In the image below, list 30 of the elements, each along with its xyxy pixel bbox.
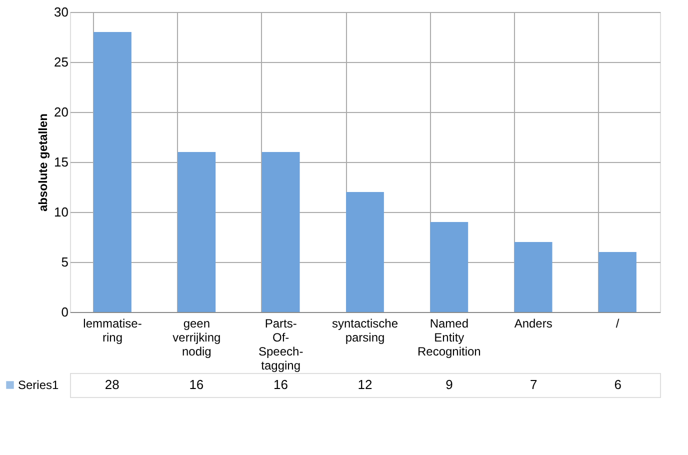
y-axis-title: absolute getallen (36, 113, 50, 212)
x-tick-label: Named Entity Recognition (417, 316, 481, 358)
x-tick-label: Anders (514, 316, 552, 330)
bar (178, 152, 216, 312)
data-label: 9 (446, 377, 453, 392)
data-label: 28 (104, 377, 120, 392)
bar (430, 222, 468, 312)
x-tick-label: syntactische parsing (332, 316, 398, 344)
y-tick-label: 5 (61, 254, 68, 270)
x-tick-label: Parts-Of-Speech-tagging (258, 316, 304, 372)
bar (262, 152, 300, 312)
y-tick-label: 25 (54, 54, 68, 70)
data-label: 16 (273, 377, 288, 392)
legend-label: Series1 (18, 378, 60, 392)
x-tick-label: / (616, 316, 620, 330)
y-tick-label: 20 (54, 104, 68, 120)
data-label: 7 (530, 377, 538, 392)
y-tick-label: 0 (61, 304, 68, 320)
bar (94, 32, 132, 312)
data-label: 12 (358, 377, 372, 392)
bar (598, 252, 636, 312)
y-tick-label: 15 (54, 154, 68, 170)
data-label: 16 (189, 377, 204, 392)
x-tick-label: lemmatise-ring (83, 316, 142, 344)
bar (346, 192, 384, 312)
y-tick-label: 30 (54, 4, 68, 20)
data-label: 6 (614, 377, 622, 392)
y-tick-label: 10 (54, 204, 68, 220)
x-tick-label: geen verrijking nodig (172, 316, 221, 358)
bar (514, 242, 552, 312)
